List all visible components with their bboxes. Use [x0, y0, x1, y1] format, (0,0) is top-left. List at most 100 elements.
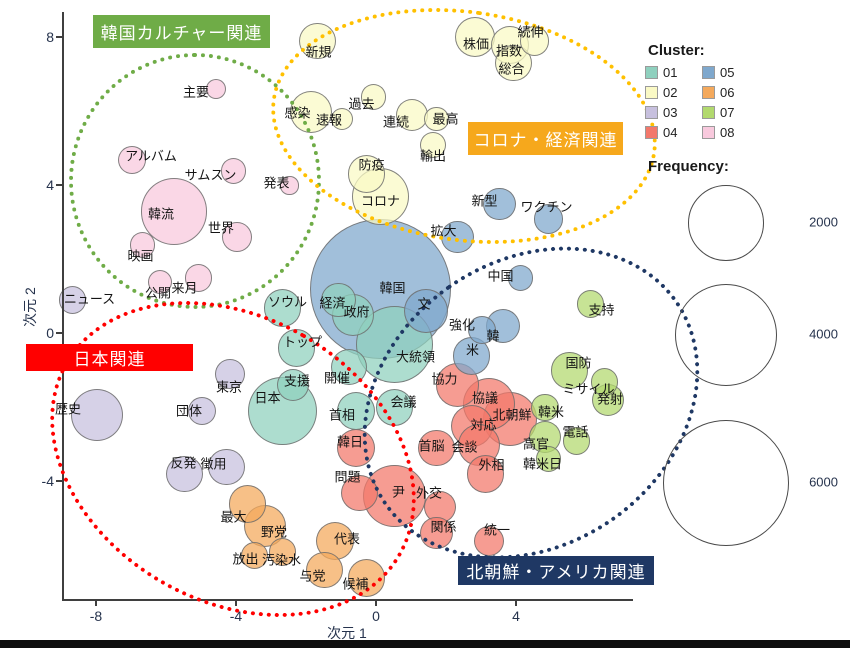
bubble [347, 155, 386, 194]
bubble-label: 首相 [328, 407, 356, 423]
bubble [420, 131, 446, 158]
bubble-label: 高官 [522, 436, 550, 452]
frequency-circle-2000 [688, 185, 764, 261]
cluster-swatch-icon [645, 125, 658, 139]
bubble [562, 426, 591, 455]
bubble-label: サムスン [184, 167, 237, 183]
bubble-label: 関係 [430, 519, 457, 535]
x-tick [95, 600, 97, 606]
bubble-label: 中国 [487, 268, 514, 284]
bubble-label: トップ [282, 334, 323, 350]
bubble-label: 協力 [431, 371, 458, 387]
cluster-swatch-icon [645, 65, 658, 79]
bubble-label: ミサイル [562, 381, 615, 397]
x-tick [235, 600, 237, 606]
bubble-label: 防疫 [358, 157, 385, 173]
bubble [341, 474, 378, 511]
bubble-label: 外交 [415, 485, 443, 501]
bubble [551, 352, 588, 389]
bubble-label: 協議 [471, 390, 499, 406]
bubble-label: 韓日 [336, 434, 364, 450]
bubble [263, 288, 302, 327]
bubble [519, 26, 550, 57]
bubble-label: 開催 [323, 370, 351, 386]
bubble-label: 会談 [451, 439, 478, 454]
bubble-label: 候補 [342, 576, 369, 592]
bubble [454, 17, 495, 58]
bubble [483, 187, 516, 221]
bubble-label: 北朝鮮 [492, 407, 532, 423]
frequency-circle-4000 [675, 284, 777, 386]
bubble-label: 経済 [319, 295, 346, 311]
cluster-id-label: 03 [663, 104, 678, 120]
bubble [347, 558, 386, 597]
y-tick [56, 479, 62, 482]
cluster-legend-item-05: 05 [702, 62, 759, 82]
bubble-label: 大統領 [395, 349, 436, 365]
bubble-label: 感染 [284, 105, 311, 120]
bubble [404, 289, 448, 334]
frequency-circle-6000 [663, 420, 789, 546]
frequency-value-label: 2000 [809, 214, 838, 230]
bubble-label: 日本 [254, 390, 281, 406]
group-label-korea-culture: 韓国カルチャー関連 [93, 15, 270, 48]
bubble [474, 525, 504, 556]
cluster-legend-item-04: 04 [645, 122, 702, 142]
bubble [576, 289, 605, 318]
bubble [208, 448, 245, 485]
bubble [360, 83, 387, 110]
bubble-label: 新型 [471, 193, 498, 209]
bubble-label: 続伸 [517, 24, 544, 40]
x-tick-label: -8 [89, 608, 103, 624]
bubble-label: 韓米 [537, 404, 565, 419]
bubble [441, 221, 474, 254]
bubble [420, 517, 453, 550]
bubble-label: 最大 [220, 509, 247, 525]
y-tick-label: 0 [46, 324, 54, 341]
bubble [321, 283, 356, 318]
cluster-id-label: 06 [720, 84, 735, 100]
cluster-legend-item-07: 07 [702, 102, 759, 122]
bubble-label: 与党 [299, 568, 326, 584]
bubble-label: 韓流 [147, 206, 175, 222]
bubble-label: 政府 [343, 304, 370, 320]
bubble-label: 速報 [315, 112, 343, 128]
bubble-label: 拡大 [430, 223, 457, 239]
bubble [330, 107, 354, 131]
bubble [330, 348, 368, 385]
bubble [70, 388, 123, 441]
bubble-label: 主要 [182, 84, 210, 100]
y-axis [62, 12, 64, 600]
bubble-label: 過去 [348, 96, 375, 112]
bubble-label: 会議 [390, 394, 417, 409]
bubble [337, 392, 375, 431]
bubble-label: 株価 [462, 36, 490, 51]
bubble-label: 総合 [498, 61, 525, 77]
bubble-label: 支援 [283, 373, 311, 389]
bubble-label: 文 [417, 296, 431, 312]
bubble-label: 映画 [127, 248, 154, 264]
bubble-label: アルバム [125, 148, 177, 164]
x-tick-label: 4 [512, 608, 520, 624]
bubble-label: 米 [465, 342, 480, 358]
cluster-legend-item-08: 08 [702, 122, 759, 142]
bubble-label: 国防 [565, 355, 592, 370]
y-tick [56, 183, 62, 186]
y-tick-label: 4 [46, 176, 54, 193]
bubble [215, 359, 245, 390]
bubble [268, 537, 297, 566]
bubble-label: 新規 [305, 44, 332, 60]
bubble-label: 徴用 [200, 456, 227, 472]
x-tick-label: -4 [229, 608, 243, 624]
bubble [276, 369, 310, 402]
bubble-label: 公開 [144, 285, 172, 301]
y-tick-label: 8 [46, 28, 54, 45]
cluster-id-label: 05 [720, 64, 735, 80]
bubble-label: 支持 [588, 302, 615, 318]
bubble-label: 外相 [478, 457, 505, 473]
cluster-legend-item-03: 03 [645, 102, 702, 122]
bubble [299, 23, 336, 60]
bubble [424, 106, 449, 131]
bubble-label: 尹 [391, 484, 406, 500]
